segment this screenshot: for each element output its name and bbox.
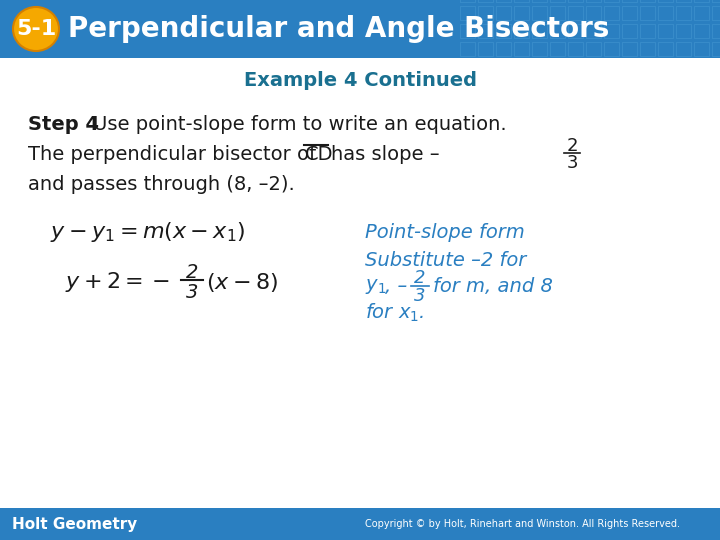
- Text: for m, and 8: for m, and 8: [433, 278, 553, 296]
- Text: $(x - 8)$: $(x - 8)$: [206, 271, 278, 294]
- Ellipse shape: [13, 7, 59, 51]
- Bar: [532, 24, 547, 38]
- Bar: [676, 0, 691, 2]
- Bar: [478, 0, 493, 2]
- Text: has slope –: has slope –: [331, 145, 440, 165]
- Text: Perpendicular and Angle Bisectors: Perpendicular and Angle Bisectors: [68, 15, 609, 43]
- Bar: [586, 6, 601, 20]
- Bar: [460, 42, 475, 56]
- Bar: [478, 24, 493, 38]
- Bar: [532, 6, 547, 20]
- Bar: [514, 42, 529, 56]
- Bar: [496, 6, 511, 20]
- Bar: [460, 0, 475, 2]
- Text: 3: 3: [414, 287, 426, 305]
- Bar: [0, 0, 720, 58]
- Bar: [0, 508, 720, 540]
- Bar: [514, 6, 529, 20]
- Text: 2: 2: [186, 262, 198, 281]
- Bar: [478, 42, 493, 56]
- Bar: [622, 42, 637, 56]
- Bar: [550, 42, 565, 56]
- Bar: [478, 6, 493, 20]
- Text: $y_1$: $y_1$: [365, 278, 387, 296]
- Bar: [532, 42, 547, 56]
- Text: Substitute –2 for: Substitute –2 for: [365, 251, 526, 269]
- Text: The perpendicular bisector of: The perpendicular bisector of: [28, 145, 316, 165]
- Bar: [514, 0, 529, 2]
- Text: CD: CD: [305, 145, 333, 165]
- Text: Copyright © by Holt, Rinehart and Winston. All Rights Reserved.: Copyright © by Holt, Rinehart and Winsto…: [365, 519, 680, 529]
- Text: Use point-slope form to write an equation.: Use point-slope form to write an equatio…: [93, 116, 507, 134]
- Bar: [586, 24, 601, 38]
- Text: 3: 3: [186, 282, 198, 301]
- Bar: [622, 6, 637, 20]
- Bar: [568, 42, 583, 56]
- Bar: [604, 0, 619, 2]
- Bar: [460, 6, 475, 20]
- Bar: [658, 6, 673, 20]
- Bar: [604, 6, 619, 20]
- Bar: [712, 24, 720, 38]
- Bar: [568, 0, 583, 2]
- Text: Holt Geometry: Holt Geometry: [12, 516, 138, 531]
- Bar: [532, 0, 547, 2]
- Text: Step 4: Step 4: [28, 116, 99, 134]
- Bar: [460, 24, 475, 38]
- Text: 5-1: 5-1: [16, 19, 56, 39]
- Bar: [712, 6, 720, 20]
- Text: Example 4 Continued: Example 4 Continued: [243, 71, 477, 90]
- Bar: [676, 6, 691, 20]
- Text: and passes through (8, –2).: and passes through (8, –2).: [28, 174, 294, 193]
- Bar: [550, 0, 565, 2]
- Bar: [622, 0, 637, 2]
- Bar: [568, 24, 583, 38]
- Bar: [694, 0, 709, 2]
- Bar: [712, 0, 720, 2]
- Bar: [658, 0, 673, 2]
- Bar: [586, 42, 601, 56]
- Bar: [550, 6, 565, 20]
- Text: 2: 2: [414, 269, 426, 287]
- Bar: [658, 24, 673, 38]
- Bar: [496, 24, 511, 38]
- Bar: [496, 42, 511, 56]
- Bar: [640, 0, 655, 2]
- Bar: [604, 24, 619, 38]
- Bar: [622, 24, 637, 38]
- Text: $y + 2 = -$: $y + 2 = -$: [65, 270, 170, 294]
- Bar: [640, 42, 655, 56]
- Bar: [550, 24, 565, 38]
- Text: $y - y_1 = m(x - x_1)$: $y - y_1 = m(x - x_1)$: [50, 220, 246, 244]
- Text: Point-slope form: Point-slope form: [365, 222, 525, 241]
- Text: 2: 2: [566, 137, 577, 155]
- Bar: [694, 42, 709, 56]
- Text: , –: , –: [385, 278, 408, 296]
- Bar: [496, 0, 511, 2]
- Bar: [640, 24, 655, 38]
- Bar: [568, 6, 583, 20]
- Text: for $x_1$.: for $x_1$.: [365, 302, 424, 324]
- Bar: [640, 6, 655, 20]
- Bar: [694, 24, 709, 38]
- Bar: [694, 6, 709, 20]
- Bar: [658, 42, 673, 56]
- Bar: [676, 42, 691, 56]
- Bar: [604, 42, 619, 56]
- Bar: [676, 24, 691, 38]
- Bar: [514, 24, 529, 38]
- Bar: [586, 0, 601, 2]
- Bar: [712, 42, 720, 56]
- Text: 3: 3: [566, 154, 577, 172]
